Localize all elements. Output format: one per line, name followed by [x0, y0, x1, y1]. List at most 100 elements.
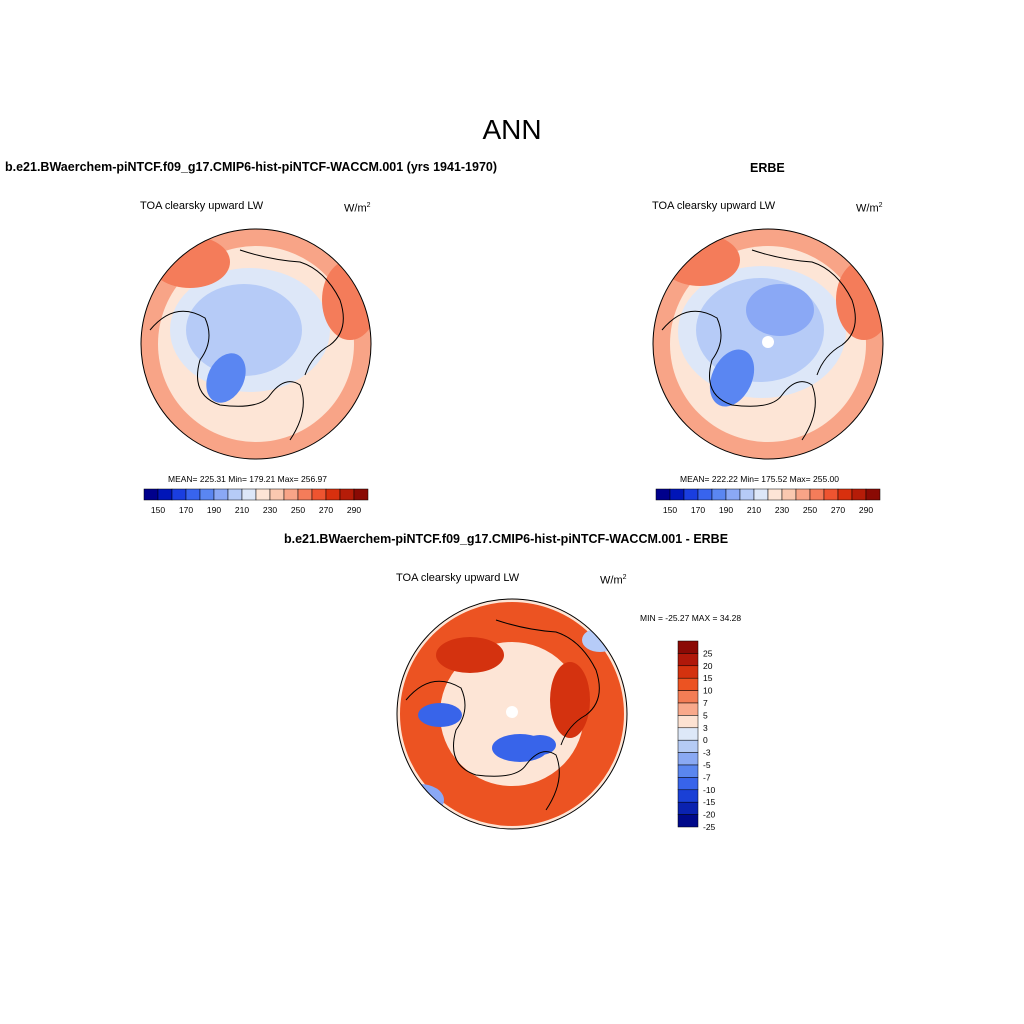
diff-colorbar-swatch — [677, 764, 699, 778]
obs-map-warm-patch-east — [836, 260, 883, 340]
diff-colorbar-swatch — [677, 777, 699, 791]
model-colorbar-swatch — [269, 488, 285, 501]
diff-colorbar-swatch — [677, 739, 699, 753]
diff-colorbar-tick-label: 5 — [703, 710, 708, 720]
diff-colorbar-tick-label: 20 — [703, 661, 713, 671]
model-colorbar-swatch — [185, 488, 201, 501]
model-colorbar: 150 170 190 210 230 250 270 290 — [143, 488, 369, 515]
diff-polar-map — [397, 599, 627, 829]
model-colorbar-tick-label: 190 — [207, 505, 221, 515]
obs-colorbar: 150 170 190 210 230 250 270 290 — [655, 488, 881, 515]
diff-colorbar-swatch — [677, 677, 699, 691]
obs-map-pole-hole — [762, 336, 774, 348]
obs-colorbar-swatch — [655, 488, 671, 501]
diff-variable-label: TOA clearsky upward LW — [396, 572, 520, 584]
diff-map-blue-patch-se — [524, 735, 556, 755]
model-colorbar-tick-label: 170 — [179, 505, 193, 515]
obs-polar-map — [653, 229, 883, 459]
model-coastline-east — [239, 249, 344, 376]
obs-map-frame — [652, 228, 884, 460]
model-map-frame — [140, 228, 372, 460]
obs-colorbar-swatch — [781, 488, 797, 501]
diff-map-blue-patch-sw — [397, 784, 444, 816]
model-map-cool-core — [186, 284, 302, 376]
obs-variable-label: TOA clearsky upward LW — [652, 200, 776, 212]
obs-colorbar-swatch — [711, 488, 727, 501]
model-coastline-west — [149, 310, 304, 441]
diff-colorbar-tick-label: -15 — [703, 797, 716, 807]
diff-map-pole-hole — [506, 706, 518, 718]
obs-colorbar-tick-label: 250 — [803, 505, 817, 515]
diff-colorbar-swatch — [677, 789, 699, 803]
diff-map-frame — [396, 598, 628, 830]
diff-colorbar-swatch — [677, 640, 699, 654]
diff-colorbar-tick-label: 3 — [703, 723, 708, 733]
obs-colorbar-tick-label: 190 — [719, 505, 733, 515]
diff-colorbar-tick-label: -20 — [703, 810, 716, 820]
model-colorbar-swatch — [311, 488, 327, 501]
diff-units-label: W/m2 — [600, 574, 627, 587]
model-colorbar-swatch — [297, 488, 313, 501]
obs-colorbar-swatch — [683, 488, 699, 501]
diff-colorbar-tick-label: 15 — [703, 673, 713, 683]
model-colorbar-swatch — [227, 488, 243, 501]
model-colorbar-swatch — [339, 488, 355, 501]
obs-colorbar-tick-label: 170 — [691, 505, 705, 515]
model-map-warm-patch — [150, 236, 230, 288]
diff-colorbar-swatch — [677, 727, 699, 741]
obs-map-cool-strong — [746, 284, 814, 336]
obs-colorbar-tick-label: 290 — [859, 505, 873, 515]
figure-title: ANN — [482, 114, 542, 145]
model-map-greenland — [206, 353, 246, 403]
model-colorbar-tick-label: 150 — [151, 505, 165, 515]
model-colorbar-tick-label: 230 — [263, 505, 277, 515]
model-colorbar-swatch — [213, 488, 229, 501]
diff-colorbar-tick-label: -3 — [703, 748, 711, 758]
diff-map-red-patch-nw — [436, 637, 504, 673]
diff-colorbar-swatch — [677, 665, 699, 679]
model-panel-title: b.e21.BWaerchem-piNTCF.f09_g17.CMIP6-his… — [5, 160, 498, 174]
model-colorbar-swatch — [255, 488, 271, 501]
model-colorbar-swatch — [157, 488, 173, 501]
obs-colorbar-swatch — [669, 488, 685, 501]
obs-colorbar-swatch — [823, 488, 839, 501]
obs-panel-title: ERBE — [750, 161, 785, 175]
diff-map-blue-patch-w — [418, 703, 462, 727]
obs-colorbar-swatch — [809, 488, 825, 501]
obs-colorbar-swatch — [851, 488, 867, 501]
model-colorbar-swatch — [353, 488, 369, 501]
obs-colorbar-tick-label: 210 — [747, 505, 761, 515]
diff-colorbar-swatch — [677, 801, 699, 815]
obs-colorbar-swatch — [753, 488, 769, 501]
obs-colorbar-swatch — [725, 488, 741, 501]
obs-units-label: W/m2 — [856, 202, 883, 215]
model-colorbar-swatch — [199, 488, 215, 501]
obs-stats: MEAN= 222.22 Min= 175.52 Max= 255.00 — [680, 474, 840, 484]
model-colorbar-swatch — [171, 488, 187, 501]
obs-colorbar-tick-label: 150 — [663, 505, 677, 515]
diff-colorbar-swatch — [677, 814, 699, 828]
diff-colorbar-swatch — [677, 715, 699, 729]
model-stats: MEAN= 225.31 Min= 179.21 Max= 256.97 — [168, 474, 328, 484]
model-units-label: W/m2 — [344, 202, 371, 215]
obs-colorbar-swatch — [795, 488, 811, 501]
obs-coastline-east — [751, 249, 856, 376]
diff-colorbar-tick-label: -10 — [703, 785, 716, 795]
model-colorbar-swatch — [283, 488, 299, 501]
obs-colorbar-tick-label: 230 — [775, 505, 789, 515]
diff-colorbar-tick-label: -7 — [703, 772, 711, 782]
obs-colorbar-tick-label: 270 — [831, 505, 845, 515]
diff-colorbar: 25 20 15 10 7 5 3 0 -3 -5 -7 -10 -15 -20 -25 — [677, 640, 716, 832]
diff-colorbar-swatch — [677, 653, 699, 667]
model-colorbar-tick-label: 210 — [235, 505, 249, 515]
diff-colorbar-tick-label: 10 — [703, 686, 713, 696]
diff-colorbar-swatch — [677, 690, 699, 704]
obs-colorbar-swatch — [739, 488, 755, 501]
diff-stats: MIN = -25.27 MAX = 34.28 — [640, 613, 742, 623]
obs-colorbar-swatch — [697, 488, 713, 501]
diff-coastline-west — [405, 680, 560, 811]
obs-colorbar-swatch — [837, 488, 853, 501]
obs-coastline-west — [661, 310, 816, 441]
diff-colorbar-swatch — [677, 752, 699, 766]
obs-colorbar-swatch — [767, 488, 783, 501]
